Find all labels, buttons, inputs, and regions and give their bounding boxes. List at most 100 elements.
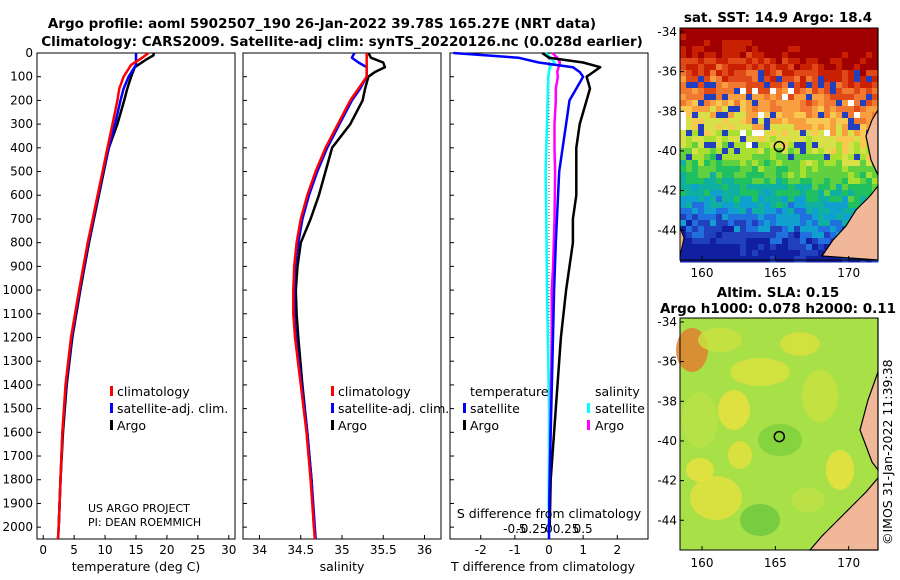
sst-cell (794, 136, 801, 143)
sst-cell (692, 52, 699, 59)
sst-cell (746, 214, 753, 221)
legend-climatology-label: climatology (117, 384, 190, 399)
sst-cell (698, 112, 705, 119)
sst-cell (692, 244, 699, 251)
s-tick-label: -0.25 (516, 522, 547, 536)
sst-cell (782, 196, 789, 203)
sst-cell (818, 46, 825, 53)
sst-cell (734, 232, 741, 239)
sst-cell (752, 172, 759, 179)
x-tick-label: 0 (39, 543, 47, 557)
sst-cell (872, 88, 879, 95)
sst-cell (836, 52, 843, 59)
sst-cell (806, 46, 813, 53)
sst-cell (752, 40, 759, 47)
sst-cell (734, 250, 741, 257)
sst-cell (758, 124, 765, 131)
sla-anomaly-blob (780, 332, 820, 356)
sst-cell (854, 178, 861, 185)
sst-cell (812, 148, 819, 155)
sst-cell (698, 52, 705, 59)
sst-cell (770, 58, 777, 65)
sst-cell (788, 250, 795, 257)
sst-cell (764, 130, 771, 137)
profile-line-climatology (56, 52, 150, 540)
sst-cell (740, 238, 747, 245)
sst-cell (854, 70, 861, 77)
sst-cell (782, 208, 789, 215)
sst-cell (752, 106, 759, 113)
sst-cell (722, 256, 729, 263)
sst-cell (692, 130, 699, 137)
sst-cell (860, 172, 867, 179)
sst-cell (692, 142, 699, 149)
sst-cell (806, 94, 813, 101)
sst-cell (860, 178, 867, 185)
sst-cell (710, 46, 717, 53)
sst-cell (728, 106, 735, 113)
sst-cell (746, 202, 753, 209)
sst-cell (824, 160, 831, 167)
sst-cell (710, 94, 717, 101)
sst-cell (806, 238, 813, 245)
sst-cell (830, 52, 837, 59)
sst-cell (758, 58, 765, 65)
sst-cell (860, 28, 867, 35)
sst-cell (734, 34, 741, 41)
sst-cell (692, 124, 699, 131)
sst-missing-cell (782, 94, 788, 100)
sst-cell (692, 214, 699, 221)
sst-cell (722, 154, 729, 161)
figure-title-line2: Climatology: CARS2009. Satellite-adj cli… (41, 34, 643, 50)
sst-cell (686, 250, 693, 257)
sst-cell (746, 226, 753, 233)
sst-cell (794, 118, 801, 125)
sst-cell (686, 82, 693, 89)
sst-cell (872, 94, 879, 101)
sst-cell (692, 196, 699, 203)
lon-tick-label: 165 (764, 556, 787, 570)
sst-cell (788, 202, 795, 209)
sst-cell (842, 82, 849, 89)
sst-cell (752, 220, 759, 227)
sst-cell (806, 34, 813, 41)
legend-argo-swatch (331, 420, 334, 430)
sst-cell (794, 238, 801, 245)
sst-cell (758, 250, 765, 257)
lat-tick-label: -36 (657, 65, 677, 79)
sst-cell (776, 76, 783, 83)
sst-cell (860, 46, 867, 53)
sst-cell (836, 100, 843, 107)
sst-cell (710, 142, 717, 149)
sst-missing-cell (740, 88, 746, 94)
sst-cell (824, 232, 831, 239)
sst-cell (800, 148, 807, 155)
sst-cell (752, 100, 759, 107)
sst-cell (848, 58, 855, 65)
sst-cell (812, 124, 819, 131)
sst-cell (812, 94, 819, 101)
sst-cell (776, 58, 783, 65)
sst-cell (704, 226, 711, 233)
sst-cell (812, 238, 819, 245)
sst-cell (836, 220, 843, 227)
sst-cell (686, 172, 693, 179)
sst-cell (686, 142, 693, 149)
sst-cell (776, 172, 783, 179)
sst-cell (818, 172, 825, 179)
sst-cell (818, 106, 825, 113)
sst-cell (872, 70, 879, 77)
sst-cell (740, 106, 747, 113)
sst-cell (806, 226, 813, 233)
sst-cell (692, 148, 699, 155)
sst-cell (830, 70, 837, 77)
sst-cell (842, 166, 849, 173)
sst-cell (794, 226, 801, 233)
sst-cell (794, 112, 801, 119)
sst-cell (716, 184, 723, 191)
sst-cell (818, 178, 825, 185)
sst-cell (842, 256, 849, 263)
sst-field (680, 28, 879, 263)
depth-tick-label: 1600 (2, 425, 33, 439)
